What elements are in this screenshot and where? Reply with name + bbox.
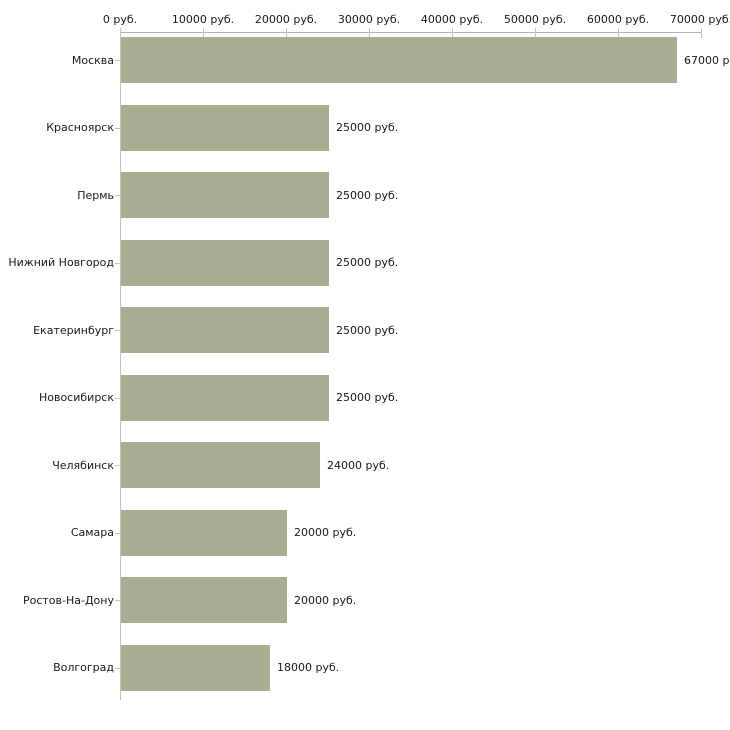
- bar: [121, 37, 677, 83]
- value-label: 20000 руб.: [294, 526, 357, 539]
- bar: [121, 172, 329, 218]
- x-axis-tick-mark: [452, 28, 453, 38]
- x-axis-tick-mark: [618, 28, 619, 38]
- x-axis-tick-mark: [369, 28, 370, 38]
- bar: [121, 375, 329, 421]
- y-axis-tick-mark: [115, 195, 120, 196]
- bar: [121, 645, 270, 691]
- value-label: 25000 руб.: [336, 121, 399, 134]
- x-axis-tick-mark: [120, 28, 121, 38]
- category-label: Пермь: [77, 189, 114, 202]
- y-axis-tick-mark: [115, 465, 120, 466]
- bar: [121, 307, 329, 353]
- category-label: Волгоград: [53, 661, 114, 674]
- bar: [121, 240, 329, 286]
- y-axis-tick-mark: [115, 668, 120, 669]
- y-axis-tick-mark: [115, 263, 120, 264]
- value-label: 25000 руб.: [336, 324, 399, 337]
- category-label: Москва: [71, 54, 114, 67]
- bar: [121, 577, 287, 623]
- y-axis-tick-mark: [115, 398, 120, 399]
- value-label: 25000 руб.: [336, 391, 399, 404]
- category-label: Челябинск: [52, 459, 114, 472]
- x-axis-tick-label: 30000 руб.: [337, 13, 401, 26]
- category-label: Нижний Новгород: [8, 256, 114, 269]
- value-label: 67000 руб.: [684, 54, 730, 67]
- value-label: 24000 руб.: [327, 459, 390, 472]
- bar: [121, 442, 320, 488]
- bar: [121, 510, 287, 556]
- x-axis-tick-label: 40000 руб.: [420, 13, 484, 26]
- category-label: Новосибирск: [38, 391, 114, 404]
- value-label: 18000 руб.: [277, 661, 340, 674]
- x-axis-tick-label: 20000 руб.: [254, 13, 318, 26]
- y-axis-tick-mark: [115, 60, 120, 61]
- x-axis-tick-label: 60000 руб.: [586, 13, 650, 26]
- x-axis-line: [120, 32, 701, 33]
- y-axis-tick-mark: [115, 128, 120, 129]
- x-axis-tick-label: 50000 руб.: [503, 13, 567, 26]
- y-axis-tick-mark: [115, 600, 120, 601]
- y-axis-tick-mark: [115, 330, 120, 331]
- value-label: 25000 руб.: [336, 256, 399, 269]
- value-label: 25000 руб.: [336, 189, 399, 202]
- value-label: 20000 руб.: [294, 594, 357, 607]
- category-label: Ростов-На-Дону: [22, 594, 114, 607]
- x-axis-tick-mark: [286, 28, 287, 38]
- y-axis-line: [120, 32, 121, 700]
- x-axis-tick-label: 0 руб.: [102, 13, 138, 26]
- x-axis-tick-label: 10000 руб.: [171, 13, 235, 26]
- x-axis-tick-mark: [701, 28, 702, 38]
- category-label: Красноярск: [46, 121, 114, 134]
- y-axis-tick-mark: [115, 533, 120, 534]
- category-label: Самара: [70, 526, 114, 539]
- category-label: Екатеринбург: [33, 324, 114, 337]
- x-axis-tick-mark: [203, 28, 204, 38]
- x-axis-tick-label: 70000 руб.: [669, 13, 730, 26]
- bar: [121, 105, 329, 151]
- x-axis-tick-mark: [535, 28, 536, 38]
